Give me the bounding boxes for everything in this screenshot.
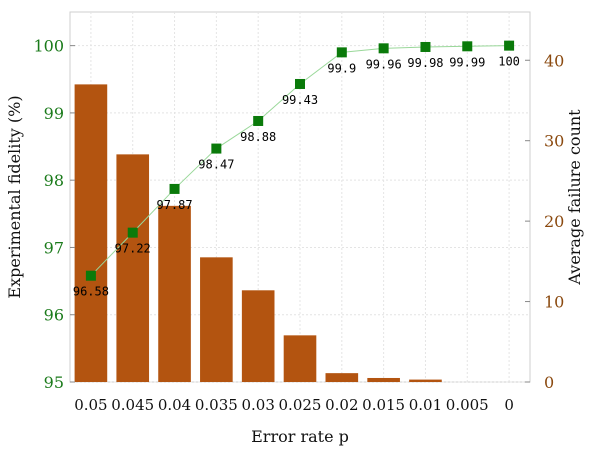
- bar: [241, 290, 275, 382]
- bars: [74, 84, 442, 383]
- data-point: [378, 43, 389, 54]
- data-point: [85, 270, 96, 281]
- y-tick-label-left: 99: [44, 104, 64, 123]
- data-label: 98.88: [240, 130, 276, 144]
- x-tick-label: 0.025: [279, 396, 322, 414]
- data-label: 97.87: [156, 198, 192, 212]
- y-tick-label-right: 20: [544, 212, 564, 231]
- bar: [283, 335, 317, 382]
- data-label: 99.9: [327, 61, 356, 75]
- x-tick-label: 0: [504, 396, 514, 414]
- x-tick-label: 0.01: [409, 396, 442, 414]
- bar: [200, 257, 233, 382]
- x-axis-ticks: 0.05 0.045 0.04 0.035 0.03 0.025 0.02 0.015 0.01…: [74, 396, 514, 414]
- x-tick-label: 0.045: [111, 396, 154, 414]
- y-tick-label-right: 0: [544, 373, 554, 392]
- y-tick-label-right: 40: [544, 51, 564, 70]
- y-tick-label-right: 10: [544, 293, 564, 312]
- bar: [367, 377, 400, 382]
- y-tick-label-right: 30: [544, 132, 564, 151]
- data-point: [295, 78, 305, 89]
- data-point: [336, 47, 347, 58]
- y-tick-label-left: 95: [44, 373, 64, 392]
- bar: [325, 373, 359, 382]
- data-point: [462, 41, 473, 52]
- x-tick-label: 0.035: [195, 396, 238, 414]
- data-point: [169, 183, 180, 194]
- data-point: [211, 143, 222, 154]
- data-label: 96.58: [73, 285, 109, 299]
- data-label: 99.96: [366, 57, 402, 71]
- x-tick-label: 0.005: [446, 396, 489, 414]
- left-axis-ticks: 95 96 97 98 99 100: [33, 37, 75, 392]
- left-axis-title: Experimental fidelity (%): [5, 95, 24, 298]
- y-tick-label-left: 96: [44, 306, 64, 325]
- y-tick-label-left: 97: [44, 238, 64, 257]
- data-point: [504, 40, 515, 51]
- right-axis-ticks: 0 10 20 30 40: [525, 51, 564, 392]
- x-tick-label: 0.015: [362, 396, 405, 414]
- data-label: 99.99: [449, 55, 485, 69]
- data-label: 98.47: [198, 158, 234, 172]
- bar: [116, 154, 150, 382]
- right-axis-title: Average failure count: [565, 109, 584, 286]
- data-label: 99.43: [282, 93, 318, 107]
- x-tick-label: 0.02: [325, 396, 358, 414]
- x-tick-label: 0.05: [74, 396, 107, 414]
- data-point: [253, 115, 264, 126]
- data-label: 97.22: [115, 242, 151, 256]
- y-tick-label-left: 98: [44, 171, 64, 190]
- data-point: [127, 227, 138, 238]
- bar: [74, 84, 108, 383]
- data-label: 99.98: [407, 56, 443, 70]
- x-tick-label: 0.04: [158, 396, 191, 414]
- y-tick-label-left: 100: [33, 37, 64, 56]
- data-point: [420, 41, 431, 52]
- data-label: 100: [498, 55, 520, 69]
- bar: [158, 205, 191, 382]
- x-tick-label: 0.03: [241, 396, 274, 414]
- data-labels: 96.58 97.22 97.87 98.47 98.88 99.43 99.9 99.96 9…: [73, 55, 520, 299]
- bar: [409, 379, 442, 382]
- fidelity-markers: [85, 40, 515, 281]
- x-axis-title: Error rate p: [251, 427, 349, 446]
